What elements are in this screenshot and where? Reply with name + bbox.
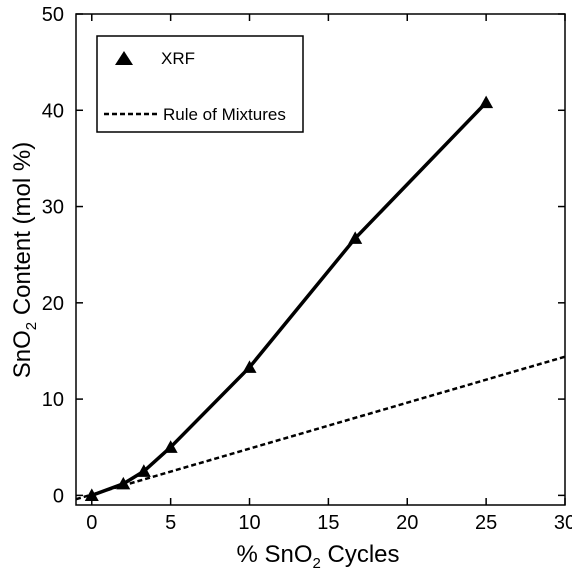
data-point-xrf-6 <box>479 96 493 109</box>
legend-rule-of-mixtures-label: Rule of Mixtures <box>163 105 286 124</box>
x-tick-label-10: 10 <box>238 512 260 534</box>
x-axis-title: % SnO2 Cycles <box>236 541 399 570</box>
y-tick-label-0: 0 <box>53 485 64 507</box>
y-tick-label-40: 40 <box>42 100 64 122</box>
y-tick-label-20: 20 <box>42 293 64 315</box>
y-tick-label-10: 10 <box>42 389 64 411</box>
x-tick-label-30: 30 <box>554 512 572 534</box>
x-tick-label-25: 25 <box>475 512 497 534</box>
x-tick-label-5: 5 <box>165 512 176 534</box>
x-tick-label-0: 0 <box>86 512 97 534</box>
series-layer <box>76 96 565 501</box>
y-axis-title: SnO2 Content (mol %) <box>9 142 40 378</box>
legend: XRF Rule of Mixtures <box>97 36 303 132</box>
y-tick-label-30: 30 <box>42 197 64 219</box>
series-line-rule-of-mixtures <box>76 357 565 500</box>
y-tick-label-50: 50 <box>42 4 64 26</box>
x-tick-label-15: 15 <box>317 512 339 534</box>
x-tick-label-20: 20 <box>396 512 418 534</box>
series-line-xrf <box>92 103 486 496</box>
legend-xrf-label: XRF <box>161 49 195 68</box>
